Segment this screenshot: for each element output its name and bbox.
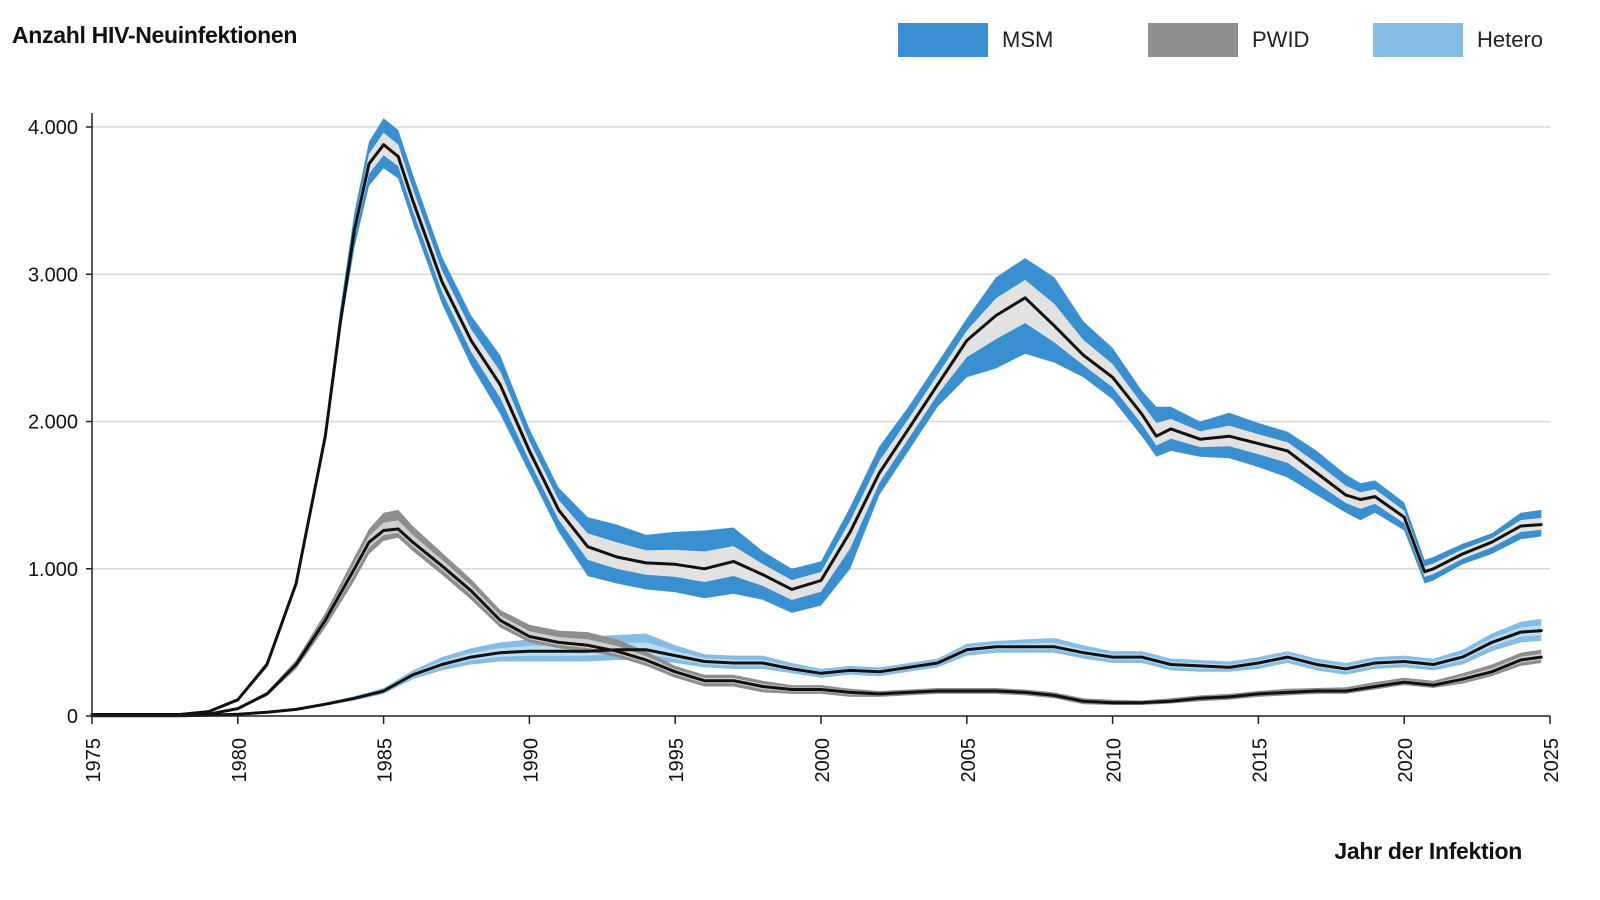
x-axis-title: Jahr der Infektion [1334,838,1522,864]
x-tick-label: 1980 [229,738,251,783]
series-lines [90,143,1543,718]
x-tick-label: 2010 [1104,738,1126,783]
y-tick-label: 1.000 [28,559,78,581]
band-outer-hetero [92,618,1542,716]
legend-swatch-hetero [1373,23,1463,57]
y-tick-label: 2.000 [28,412,78,434]
legend-item-hetero: Hetero [1373,22,1543,58]
x-tick-label: 2020 [1395,738,1417,783]
series-bands [92,118,1542,716]
legend-swatch-pwid [1148,23,1238,57]
chart-title: Anzahl HIV-Neuinfektionen [12,22,298,48]
legend-swatch-msm [898,23,988,57]
band-outer-pwid [92,509,1542,716]
legend-label-pwid: PWID [1252,27,1310,52]
series-line-pwid [90,527,1543,717]
series-line-msm [90,143,1543,716]
legend-label-msm: MSM [1002,27,1054,52]
band-inner-msm [92,132,1542,715]
legend-label-hetero: Hetero [1477,27,1544,52]
x-tick-label: 2005 [958,738,980,783]
x-tick-label: 1995 [666,738,688,783]
legend: MSM PWID Hetero [0,0,1600,80]
axes [86,113,1551,724]
y-tick-label: 4.000 [28,117,78,139]
x-tick-label: 2000 [812,738,834,783]
series-line-hetero [90,629,1543,718]
x-tick-label: 2025 [1541,738,1563,783]
y-tick-label: 0 [67,706,78,728]
x-tick-label: 1985 [375,738,397,783]
tick-labels: 0 1.000 2.000 3.000 4.000 1975 1980 1985 1990 199… [28,117,1563,783]
legend-item-msm: MSM [898,22,1053,58]
x-tick-label: 2015 [1249,738,1271,783]
x-tick-label: 1975 [83,738,105,783]
x-tick-label: 1990 [520,738,542,783]
legend-item-pwid: PWID [1148,22,1309,58]
y-tick-label: 3.000 [28,264,78,286]
band-outer-msm [92,118,1542,715]
